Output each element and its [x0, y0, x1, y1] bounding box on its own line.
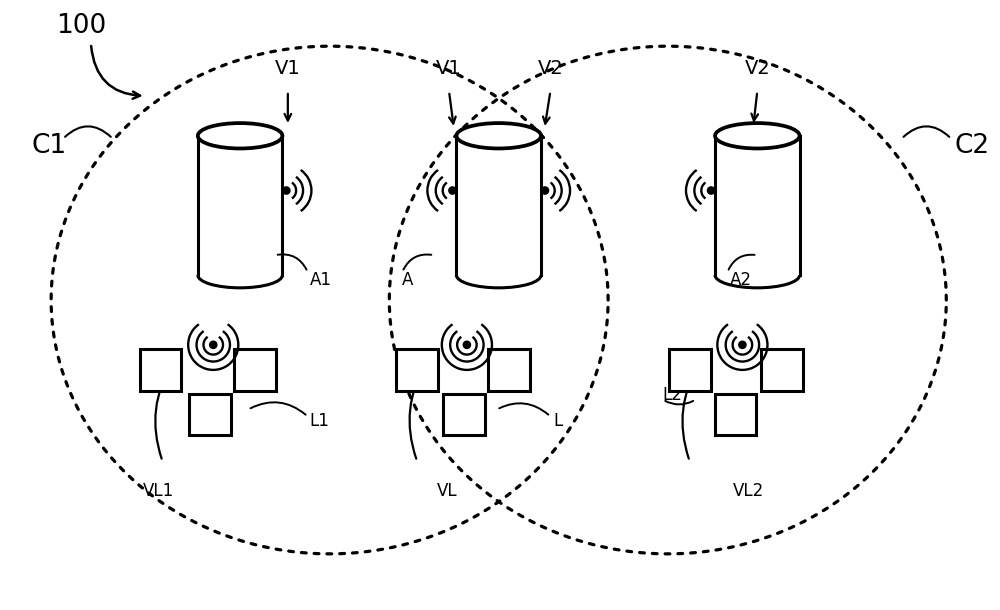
Circle shape — [449, 187, 456, 194]
Text: VL1: VL1 — [143, 482, 174, 500]
Bar — [189, 393, 231, 436]
Bar — [198, 136, 282, 275]
Text: V2: V2 — [538, 59, 563, 78]
Bar — [234, 349, 276, 390]
Text: A2: A2 — [729, 271, 751, 289]
Circle shape — [707, 187, 715, 194]
Bar — [669, 349, 711, 390]
Text: VL2: VL2 — [732, 482, 764, 500]
Text: V1: V1 — [436, 59, 462, 78]
Bar — [443, 393, 485, 436]
FancyArrowPatch shape — [251, 402, 306, 415]
FancyArrowPatch shape — [91, 46, 140, 99]
FancyArrowPatch shape — [665, 401, 693, 404]
Text: 100: 100 — [56, 13, 106, 39]
Circle shape — [541, 187, 549, 194]
Text: L: L — [553, 412, 563, 431]
Ellipse shape — [456, 123, 541, 148]
Circle shape — [283, 187, 290, 194]
Text: A: A — [402, 271, 414, 289]
Bar — [140, 349, 181, 390]
Bar — [761, 349, 803, 390]
Bar — [456, 136, 541, 275]
Bar — [488, 349, 530, 390]
Circle shape — [739, 341, 746, 348]
Text: A1: A1 — [310, 271, 332, 289]
Ellipse shape — [715, 123, 800, 148]
Text: VL: VL — [437, 482, 458, 500]
Text: V2: V2 — [744, 59, 770, 78]
Bar — [715, 136, 800, 275]
Text: C2: C2 — [954, 133, 989, 159]
Text: V1: V1 — [275, 59, 301, 78]
Text: C1: C1 — [31, 133, 66, 159]
FancyArrowPatch shape — [65, 126, 111, 137]
FancyArrowPatch shape — [499, 403, 548, 415]
FancyArrowPatch shape — [904, 126, 949, 137]
Ellipse shape — [198, 123, 282, 148]
Circle shape — [210, 341, 217, 348]
Circle shape — [463, 341, 471, 348]
FancyArrowPatch shape — [403, 254, 431, 270]
FancyArrowPatch shape — [729, 255, 755, 270]
Bar — [715, 393, 756, 436]
Text: L1: L1 — [310, 412, 330, 431]
FancyArrowPatch shape — [278, 254, 307, 270]
Text: L2: L2 — [663, 386, 683, 404]
Bar — [396, 349, 438, 390]
